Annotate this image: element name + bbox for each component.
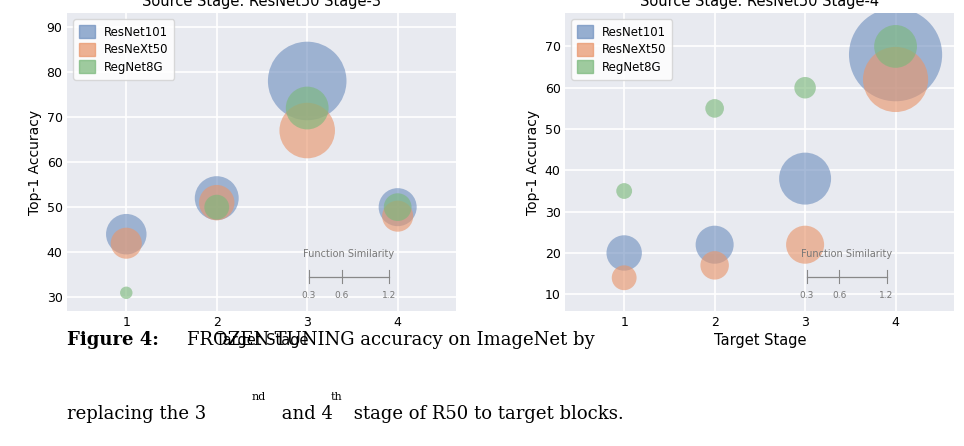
Text: stage of R50 to target blocks.: stage of R50 to target blocks. [348, 405, 624, 423]
Point [300, 127, 315, 134]
Text: th: th [331, 392, 342, 402]
Text: Function Similarity: Function Similarity [801, 249, 893, 259]
Point [209, 203, 225, 211]
Text: replacing the 3: replacing the 3 [67, 405, 206, 423]
Text: 0.3: 0.3 [302, 291, 316, 300]
Point [797, 84, 813, 91]
Text: nd: nd [252, 392, 266, 402]
Point [797, 241, 813, 248]
Text: 0.3: 0.3 [800, 291, 814, 300]
X-axis label: Target Stage: Target Stage [216, 333, 308, 348]
Y-axis label: Top-1 Accuracy: Top-1 Accuracy [526, 110, 541, 215]
Point [300, 78, 315, 85]
Point [888, 51, 903, 58]
Legend: ResNet101, ResNeXt50, RegNet8G: ResNet101, ResNeXt50, RegNet8G [572, 19, 672, 79]
Point [119, 231, 134, 238]
Point [209, 199, 225, 206]
Point [707, 241, 722, 248]
Point [616, 187, 631, 194]
Text: 0.6: 0.6 [832, 291, 846, 300]
Point [119, 289, 134, 296]
Text: Figure 4:: Figure 4: [67, 331, 166, 349]
Point [707, 105, 722, 112]
Point [616, 274, 631, 281]
Title: Source Stage: ResNet50 Stage-4: Source Stage: ResNet50 Stage-4 [640, 0, 879, 9]
Text: 0.6: 0.6 [335, 291, 349, 300]
Text: FROZEN-TUNING accuracy on ImageNet by: FROZEN-TUNING accuracy on ImageNet by [187, 331, 595, 349]
Point [390, 213, 406, 220]
Point [797, 175, 813, 182]
Point [888, 43, 903, 50]
Point [390, 203, 406, 211]
Title: Source Stage: ResNet50 Stage-3: Source Stage: ResNet50 Stage-3 [143, 0, 382, 9]
Point [119, 240, 134, 247]
Point [707, 262, 722, 269]
Point [390, 203, 406, 211]
X-axis label: Target Stage: Target Stage [713, 333, 806, 348]
Point [616, 249, 631, 256]
Text: 1.2: 1.2 [879, 291, 894, 300]
Text: and 4: and 4 [276, 405, 333, 423]
Point [209, 194, 225, 202]
Legend: ResNet101, ResNeXt50, RegNet8G: ResNet101, ResNeXt50, RegNet8G [73, 19, 174, 79]
Point [888, 76, 903, 83]
Text: Function Similarity: Function Similarity [304, 249, 394, 259]
Text: 1.2: 1.2 [382, 291, 396, 300]
Y-axis label: Top-1 Accuracy: Top-1 Accuracy [29, 110, 42, 215]
Point [300, 104, 315, 112]
